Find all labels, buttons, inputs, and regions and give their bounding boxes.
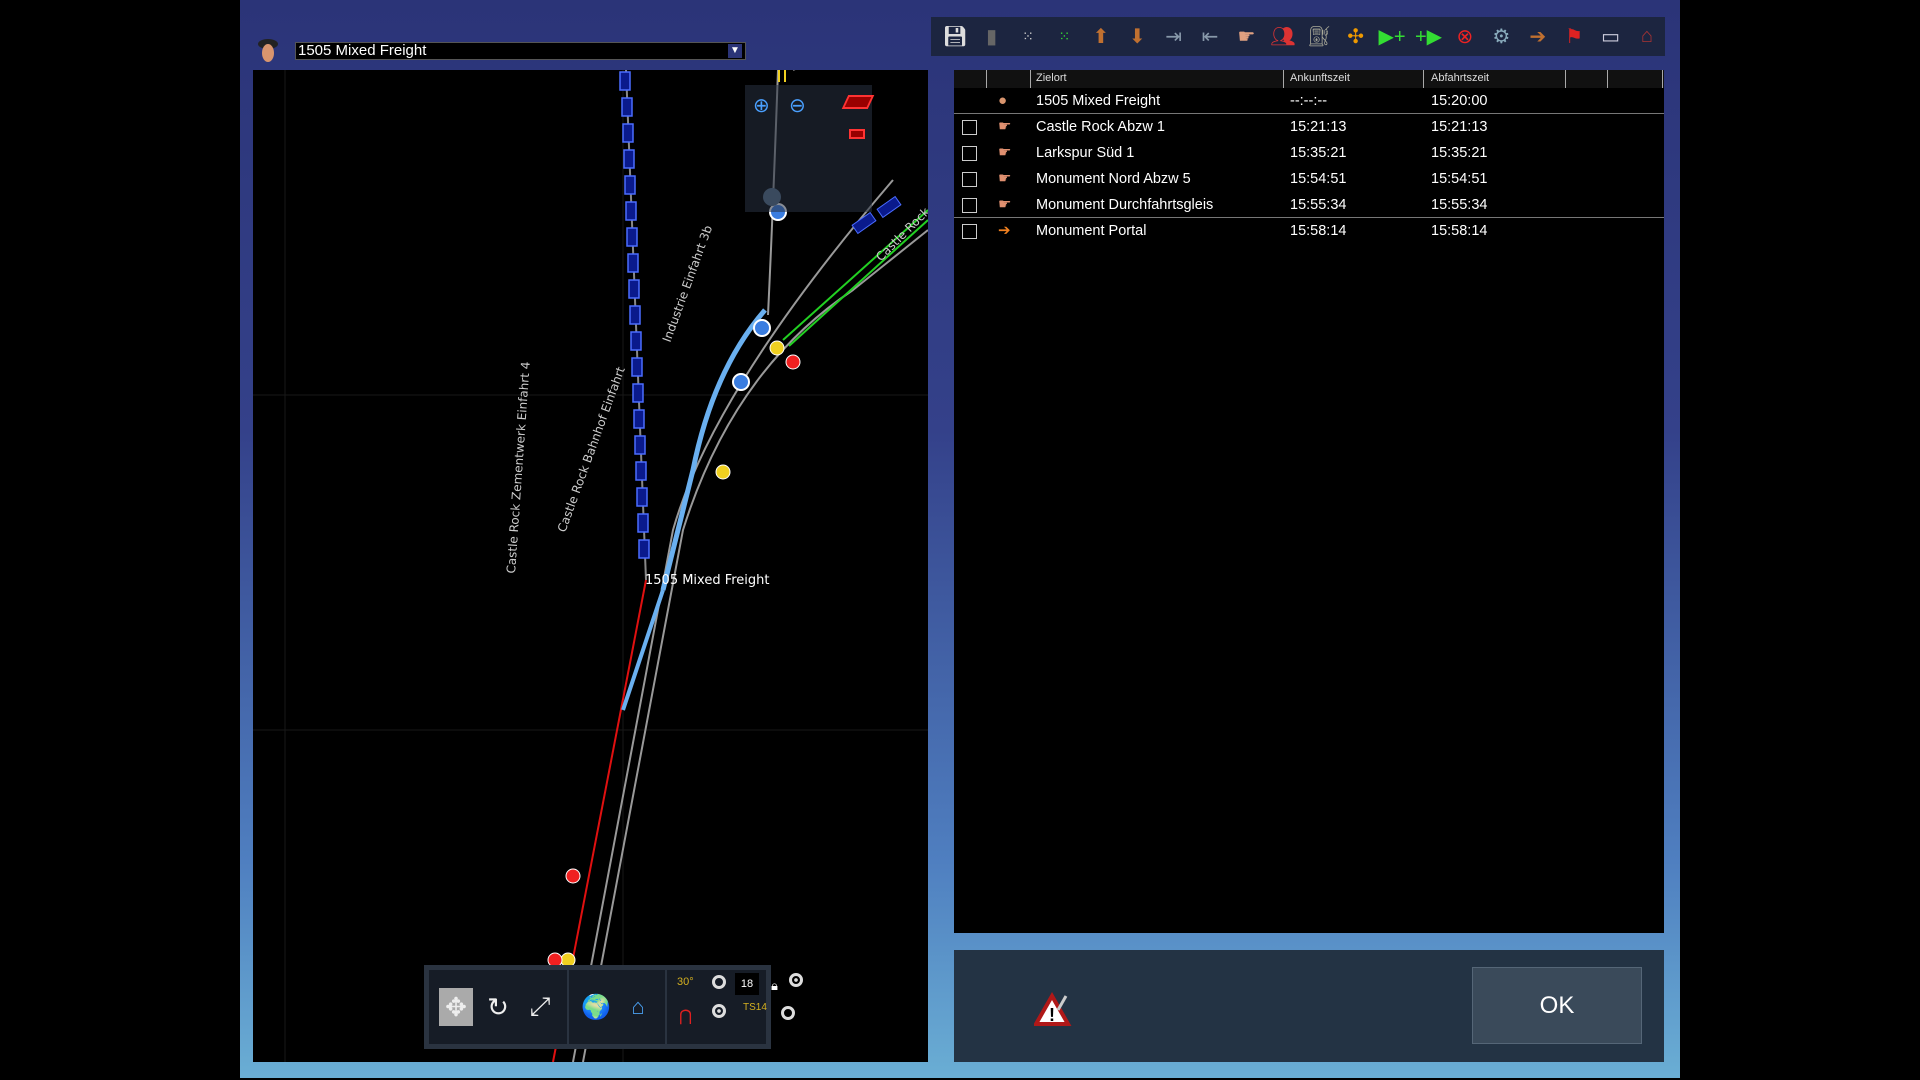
ok-button[interactable]: OK bbox=[1472, 967, 1642, 1044]
table-row[interactable]: ☛ Monument Nord Abzw 5 15:54:51 15:54:51 bbox=[954, 166, 1664, 192]
arrival-time: 15:54:51 bbox=[1290, 171, 1347, 187]
dialog-footer: ! OK bbox=[954, 950, 1664, 1062]
station-icon[interactable]: ⌂ bbox=[1640, 25, 1653, 47]
magnet-radio[interactable] bbox=[712, 1004, 726, 1018]
display-icon[interactable]: ▭ bbox=[1601, 26, 1620, 48]
insert-before-icon[interactable]: ⇥ bbox=[1165, 26, 1183, 48]
train-select-value: 1505 Mixed Freight bbox=[298, 42, 427, 59]
zoom-slider-handle[interactable] bbox=[763, 188, 781, 206]
header-destination[interactable]: Zielort bbox=[1036, 72, 1067, 84]
map-toolbar: ✥ ↻ ⤢ 🌍 ⌂ 30° 18 🔒︎ ⋂ TS14 bbox=[424, 965, 803, 1049]
hand-pointer-icon: ☛ bbox=[998, 170, 1012, 187]
table-row[interactable]: ● 1505 Mixed Freight --:--:-- 15:20:00 bbox=[954, 88, 1664, 114]
insert-after-icon[interactable]: ⇤ bbox=[1201, 26, 1219, 48]
angle-snap-icon[interactable]: 30° bbox=[677, 976, 694, 988]
settings-icon[interactable]: ⚙ bbox=[1492, 26, 1511, 48]
departure-time: 15:35:21 bbox=[1431, 145, 1488, 161]
schedule-toolbar: 💾︎ ▮ ⁙ ⁙ ⬆ ⬇ ⇥ ⇤ ☛ 👥︎ ⛽︎ ✣ ▶+ +▶ ⊗ ⚙ ➔ ⚑… bbox=[931, 17, 1665, 56]
move-up-icon[interactable]: ⬆ bbox=[1092, 26, 1110, 48]
departure-time: 15:21:13 bbox=[1431, 119, 1488, 135]
train-label: 1505 Mixed Freight bbox=[645, 573, 770, 588]
hand-pointer-icon: ☛ bbox=[998, 144, 1012, 161]
schedule-table: Zielort Ankunftszeit Abfahrtszeit ● 1505… bbox=[954, 70, 1664, 933]
arrival-time: 15:21:13 bbox=[1290, 119, 1347, 135]
grid-small-icon[interactable]: ⁙ bbox=[1022, 28, 1034, 44]
hand-pointer-icon: ☛ bbox=[998, 118, 1012, 135]
portal-icon: ➔ bbox=[998, 222, 1011, 239]
portal-icon[interactable]: ➔ bbox=[1529, 26, 1547, 48]
row-checkbox[interactable] bbox=[962, 198, 977, 213]
arrival-time: 15:58:14 bbox=[1290, 223, 1347, 239]
refuel-icon[interactable]: ⛽︎ bbox=[1306, 26, 1332, 48]
trash-icon[interactable]: ▮ bbox=[986, 26, 998, 48]
fit-view-icon[interactable]: ✥ bbox=[439, 988, 473, 1026]
destination: Monument Portal bbox=[1036, 223, 1147, 239]
add-after-icon[interactable]: +▶ bbox=[1414, 26, 1443, 48]
home-icon[interactable]: ⌂ bbox=[631, 994, 645, 1019]
angle-snap-radio[interactable] bbox=[712, 975, 726, 989]
departure-time: 15:20:00 bbox=[1431, 93, 1488, 109]
header-arrival[interactable]: Ankunftszeit bbox=[1290, 72, 1350, 84]
view-mode-icon[interactable] bbox=[841, 95, 875, 109]
track-map[interactable]: ⊕ ⊖ Castle Rock Zementwerk Einfahrt 4 In… bbox=[253, 70, 928, 1062]
coordinate-system-icon[interactable]: TS14 bbox=[743, 1002, 767, 1013]
destination: Larkspur Süd 1 bbox=[1036, 145, 1135, 161]
hand-pointer-icon: ☛ bbox=[998, 196, 1012, 213]
table-row[interactable]: ☛ Monument Durchfahrtsgleis 15:55:34 15:… bbox=[954, 192, 1664, 218]
grid-green-icon[interactable]: ⁙ bbox=[1058, 28, 1071, 44]
header-departure[interactable]: Abfahrtszeit bbox=[1431, 72, 1490, 84]
svg-text:!: ! bbox=[1049, 1005, 1055, 1025]
row-checkbox[interactable] bbox=[962, 172, 977, 187]
zoom-out-icon[interactable]: ⊖ bbox=[789, 95, 806, 117]
magnet-icon[interactable]: ⋂ bbox=[679, 1008, 693, 1025]
row-checkbox[interactable] bbox=[962, 146, 977, 161]
driver-icon: ● bbox=[998, 92, 1008, 109]
departure-time: 15:58:14 bbox=[1431, 223, 1488, 239]
flag-icon[interactable]: ⚑ bbox=[1565, 26, 1584, 48]
row-checkbox[interactable] bbox=[962, 120, 977, 135]
table-row[interactable]: ☛ Larkspur Süd 1 15:35:21 15:35:21 bbox=[954, 140, 1664, 166]
resize-icon[interactable]: ⤢ bbox=[529, 991, 551, 1021]
table-row[interactable]: ☛ Castle Rock Abzw 1 15:21:13 15:21:13 bbox=[954, 114, 1664, 140]
destination: Monument Durchfahrtsgleis bbox=[1036, 197, 1214, 213]
delete-task-icon[interactable]: ⊗ bbox=[1456, 26, 1474, 48]
arrival-time: 15:55:34 bbox=[1290, 197, 1347, 213]
chevron-down-icon[interactable]: ▼ bbox=[728, 44, 742, 58]
passengers-icon[interactable]: 👥︎ bbox=[1270, 26, 1296, 48]
zoom-controls: ⊕ ⊖ bbox=[745, 85, 875, 212]
warning-icon: ! bbox=[1032, 990, 1074, 1030]
departure-time: 15:54:51 bbox=[1431, 171, 1488, 187]
table-row[interactable]: ➔ Monument Portal 15:58:14 15:58:14 bbox=[954, 218, 1664, 244]
row-checkbox[interactable] bbox=[962, 224, 977, 239]
coordinate-radio[interactable] bbox=[781, 1006, 795, 1020]
departure-time: 15:55:34 bbox=[1431, 197, 1488, 213]
rotate-icon[interactable]: ↻ bbox=[487, 991, 509, 1022]
lock-icon[interactable]: 🔒︎ bbox=[771, 978, 778, 993]
grid-value[interactable]: 18 bbox=[735, 973, 759, 995]
zoom-in-icon[interactable]: ⊕ bbox=[753, 95, 770, 117]
table-header: Zielort Ankunftszeit Abfahrtszeit bbox=[954, 70, 1664, 88]
view-tilt-icon[interactable] bbox=[849, 129, 865, 139]
train-select-dropdown[interactable]: 1505 Mixed Freight ▼ bbox=[295, 42, 746, 60]
arrival-time: 15:35:21 bbox=[1290, 145, 1347, 161]
couple-icon[interactable]: ✣ bbox=[1347, 26, 1365, 48]
save-icon[interactable]: 💾︎ bbox=[942, 26, 968, 48]
arrival-time: --:--:-- bbox=[1290, 93, 1328, 109]
destination: 1505 Mixed Freight bbox=[1036, 93, 1161, 109]
add-before-icon[interactable]: ▶+ bbox=[1378, 26, 1406, 48]
driver-icon bbox=[255, 37, 281, 63]
move-down-icon[interactable]: ⬇ bbox=[1128, 26, 1146, 48]
destination: Monument Nord Abzw 5 bbox=[1036, 171, 1191, 187]
destination: Castle Rock Abzw 1 bbox=[1036, 119, 1165, 135]
globe-icon[interactable]: 🌍 bbox=[581, 993, 611, 1021]
lock-radio[interactable] bbox=[789, 973, 803, 987]
drive-to-icon[interactable]: ☛ bbox=[1237, 26, 1256, 48]
